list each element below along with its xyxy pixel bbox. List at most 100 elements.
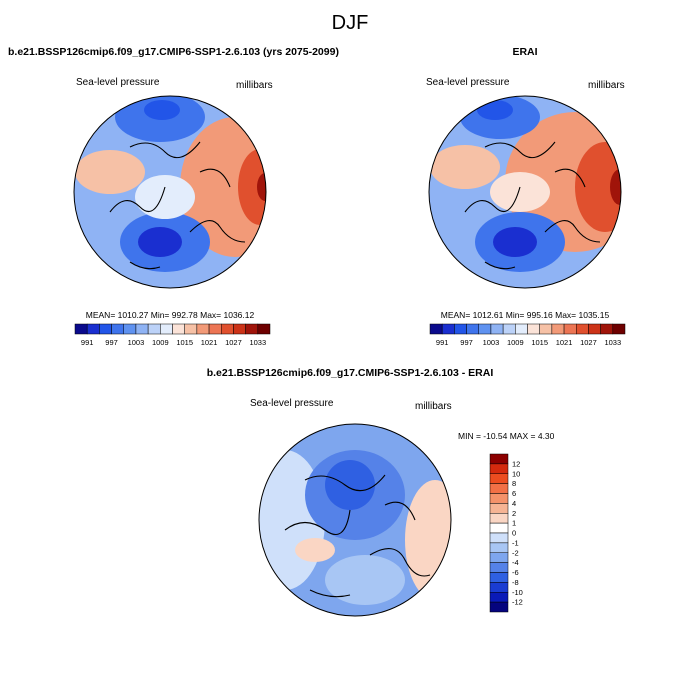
obs-colorbar-box bbox=[466, 323, 479, 335]
obs-colorbar-box bbox=[563, 323, 577, 335]
diff-colorbar-box bbox=[489, 562, 509, 573]
obs-colorbar-box bbox=[576, 323, 589, 335]
obs-units-label: millibars bbox=[588, 80, 625, 91]
obs-stats: MEAN= 1012.61 Min= 995.16 Max= 1035.15 bbox=[440, 310, 610, 320]
obs-high-max bbox=[610, 169, 621, 205]
diff-colorbar-box bbox=[489, 483, 509, 494]
diff-colorbar-tick: -4 bbox=[512, 558, 519, 567]
model-colorbar-box bbox=[172, 323, 185, 335]
model-colorbar-box bbox=[221, 323, 234, 335]
model-colorbar-box bbox=[74, 323, 88, 335]
obs-panel-title: ERAI bbox=[512, 46, 538, 58]
diff-colorbar-tick: 1 bbox=[512, 519, 516, 528]
obs-icelandic-low-core bbox=[493, 227, 537, 257]
diff-colorbar-tick: 8 bbox=[512, 479, 516, 488]
obs-colorbar-box bbox=[490, 323, 504, 335]
diff-colorbar-box bbox=[489, 463, 509, 474]
diff-coastlines bbox=[284, 474, 431, 598]
model-colorbar-tick: 1003 bbox=[128, 338, 145, 347]
diff-colorbar-tick: -8 bbox=[512, 578, 519, 587]
model-colorbar: 991 997 1003 1009 1015 1021 1027 1033 bbox=[74, 323, 271, 347]
model-colorbar-tick: 1021 bbox=[201, 338, 218, 347]
model-colorbar-box bbox=[99, 323, 112, 335]
model-aleutian-low-core bbox=[144, 100, 180, 120]
model-colorbar-box bbox=[135, 323, 149, 335]
diff-colorbar-tick: -1 bbox=[512, 538, 519, 547]
model-high-max bbox=[257, 173, 266, 201]
model-colorbar-tick: 1033 bbox=[249, 338, 266, 347]
diff-colorbar-box bbox=[489, 592, 509, 603]
diff-map-boundary bbox=[258, 423, 452, 617]
obs-colorbar-tick: 997 bbox=[460, 338, 473, 347]
obs-colorbar-box bbox=[441, 323, 455, 335]
diff-colorbar-tick: 0 bbox=[512, 529, 516, 538]
obs-colorbar-box bbox=[588, 323, 601, 335]
model-colorbar-box bbox=[233, 323, 246, 335]
obs-colorbar-box bbox=[539, 323, 553, 335]
obs-colorbar-tick: 1021 bbox=[556, 338, 573, 347]
obs-colorbar-tick: 991 bbox=[436, 338, 449, 347]
diff-colorbar-tick: 6 bbox=[512, 489, 516, 498]
diff-colorbar-box bbox=[489, 513, 509, 524]
diff-colorbar-box bbox=[489, 473, 509, 484]
obs-colorbar-box bbox=[502, 323, 516, 335]
figure-title: DJF bbox=[331, 12, 369, 34]
model-colorbar-box bbox=[184, 323, 198, 335]
obs-colorbar-tick: 1015 bbox=[531, 338, 548, 347]
diff-colorbar-box bbox=[489, 572, 509, 583]
obs-colorbar-box bbox=[600, 323, 614, 335]
obs-colorbar-box bbox=[515, 323, 528, 335]
obs-colorbar-tick: 1033 bbox=[604, 338, 621, 347]
obs-coastlines bbox=[464, 141, 601, 270]
model-colorbar-tick: 997 bbox=[105, 338, 118, 347]
obs-colorbar-tick: 1003 bbox=[483, 338, 500, 347]
model-colorbar-box bbox=[147, 323, 161, 335]
model-panel-title: b.e21.BSSP126cmip6.f09_g17.CMIP6-SSP1-2.… bbox=[8, 46, 339, 58]
diff-panel-title: b.e21.BSSP126cmip6.f09_g17.CMIP6-SSP1-2.… bbox=[206, 367, 494, 379]
diff-atlantic-weak bbox=[325, 555, 405, 605]
diff-units-label: millibars bbox=[415, 401, 452, 412]
diff-stats: MIN = -10.54 MAX = 4.30 bbox=[458, 431, 555, 441]
model-colorbar-box bbox=[257, 323, 271, 335]
model-colorbar-box bbox=[196, 323, 210, 335]
diff-colorbar-box bbox=[489, 552, 509, 563]
diff-positive-patch bbox=[295, 538, 335, 562]
diff-polar-core bbox=[325, 460, 375, 510]
model-coastlines bbox=[109, 141, 246, 270]
obs-colorbar-box bbox=[527, 323, 540, 335]
model-map bbox=[73, 95, 267, 289]
obs-aleutian-low-core bbox=[477, 100, 513, 120]
model-colorbar-tick: 1009 bbox=[152, 338, 169, 347]
model-variable-label: Sea-level pressure bbox=[76, 77, 160, 88]
obs-colorbar-box bbox=[429, 323, 443, 335]
diff-colorbar-box bbox=[489, 582, 509, 593]
obs-colorbar: 991 997 1003 1009 1015 1021 1027 1033 bbox=[429, 323, 626, 347]
obs-colorbar-box bbox=[478, 323, 492, 335]
model-units-label: millibars bbox=[236, 80, 273, 91]
obs-colorbar-box bbox=[612, 323, 626, 335]
diff-colorbar-tick: -12 bbox=[512, 598, 523, 607]
diff-colorbar-box bbox=[489, 601, 509, 613]
model-colorbar-box bbox=[245, 323, 259, 335]
diff-colorbar-tick: 12 bbox=[512, 459, 520, 468]
obs-map-boundary bbox=[428, 95, 622, 289]
diff-colorbar-tick: 2 bbox=[512, 509, 516, 518]
model-icelandic-low-core bbox=[138, 227, 182, 257]
model-stats: MEAN= 1010.27 Min= 992.78 Max= 1036.12 bbox=[85, 310, 255, 320]
diff-map bbox=[258, 423, 452, 617]
diff-colorbar-tick: -6 bbox=[512, 568, 519, 577]
model-colorbar-tick: 991 bbox=[81, 338, 94, 347]
model-colorbar-box bbox=[208, 323, 222, 335]
diff-variable-label: Sea-level pressure bbox=[250, 398, 334, 409]
obs-colorbar-tick: 1009 bbox=[507, 338, 524, 347]
model-map-boundary bbox=[73, 95, 267, 289]
diff-colorbar-box bbox=[489, 503, 509, 514]
model-colorbar-tick: 1015 bbox=[176, 338, 193, 347]
model-colorbar-box bbox=[86, 323, 100, 335]
diff-colorbar-box bbox=[489, 493, 509, 504]
model-colorbar-box bbox=[160, 323, 173, 335]
diff-colorbar-box bbox=[489, 453, 509, 465]
obs-map bbox=[428, 95, 622, 289]
model-colorbar-box bbox=[111, 323, 124, 335]
